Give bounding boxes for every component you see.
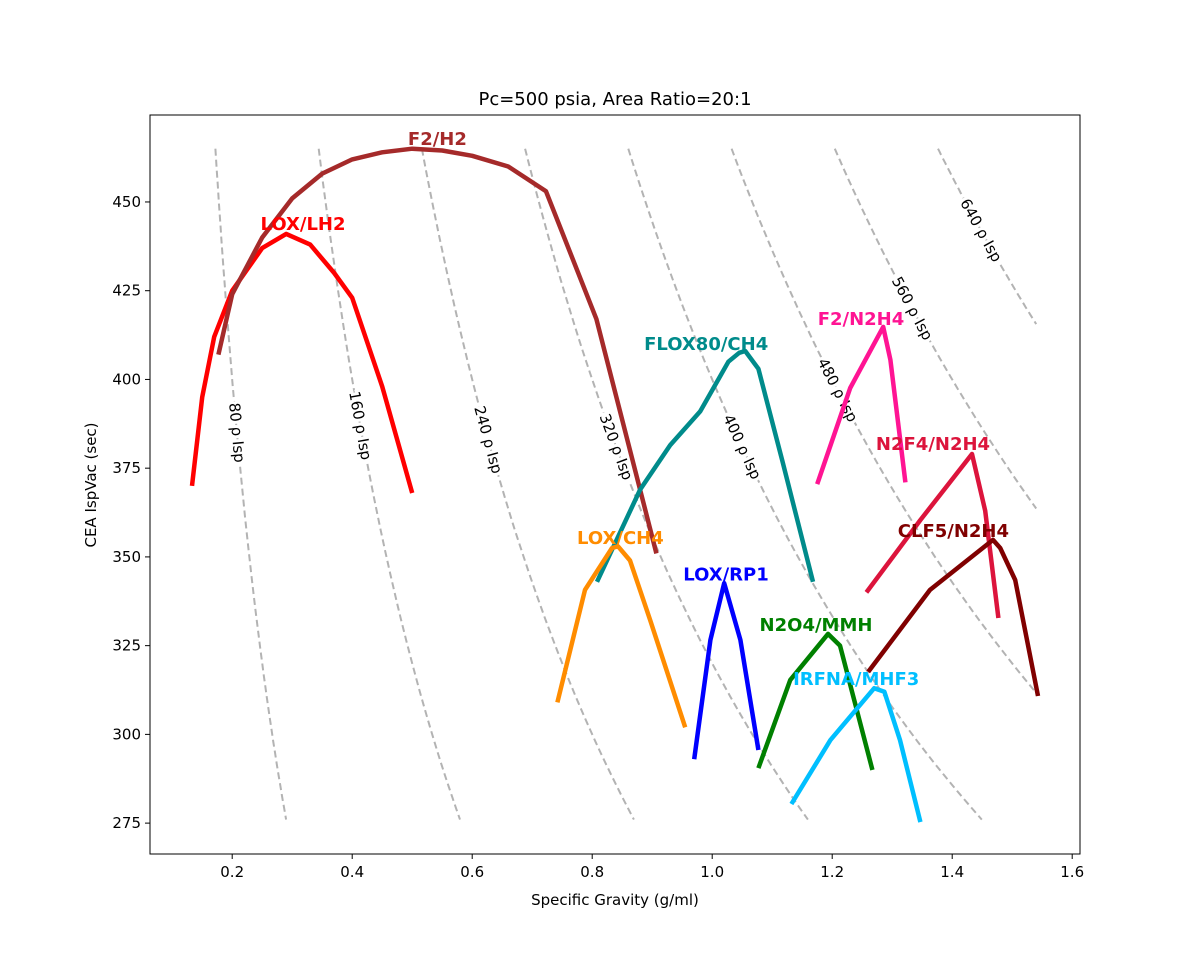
plot-frame (149, 114, 1081, 855)
x-tick-label: 1.4 (940, 863, 964, 881)
x-tick-label: 1.6 (1060, 863, 1084, 881)
iso-line-240 (420, 148, 635, 821)
iso-line-label: 400 ρ Isp (719, 412, 765, 483)
series-line-flox80-ch4 (594, 348, 816, 583)
series-line-lox-rp1 (691, 580, 761, 760)
series-line-clf5-n2h4 (866, 537, 1041, 697)
x-tick-label: 0.4 (340, 863, 364, 881)
iso-line-80 (214, 148, 288, 820)
series-label: LOX/CH4 (577, 528, 664, 549)
y-tick-label: 300 (112, 725, 141, 743)
y-axis: 275 300 325 350 375 400 425 450 (112, 193, 150, 832)
iso-line-400 (627, 148, 983, 821)
iso-line-560 (833, 148, 1038, 510)
series-line-n2o4-mmh (756, 631, 875, 771)
x-tick-label: 0.2 (220, 863, 244, 881)
series-line-n2f4-n2h4 (864, 451, 1001, 619)
series-lines (189, 146, 1041, 823)
series-line-lox-lh2 (189, 231, 415, 494)
y-tick-label: 325 (112, 637, 141, 655)
iso-line-label: 240 ρ Isp (470, 404, 506, 476)
iso-line-label: 160 ρ Isp (345, 390, 375, 462)
y-tick-label: 375 (112, 459, 141, 477)
chart-title: Pc=500 psia, Area Ratio=20:1 (478, 89, 751, 110)
x-tick-label: 0.8 (580, 863, 604, 881)
series-label: FLOX80/CH4 (644, 334, 768, 355)
x-axis-label: Specific Gravity (g/ml) (531, 891, 699, 909)
series-label: F2/N2H4 (818, 309, 905, 330)
series-line-f2-h2 (216, 146, 659, 554)
x-tick-label: 1.2 (820, 863, 844, 881)
iso-line-320 (524, 148, 809, 821)
series-line-irfna-mhf3 (789, 685, 923, 823)
iso-line-label: 80 ρ Isp (225, 402, 248, 463)
iso-line-label: 480 ρ Isp (814, 355, 862, 425)
series-labels: LOX/LH2 F2/H2 FLOX80/CH4 LOX/CH4 LOX/RP1 N2O4… (261, 129, 1010, 690)
series-label: N2F4/N2H4 (876, 434, 990, 455)
series-label: LOX/RP1 (683, 565, 769, 586)
series-label: LOX/LH2 (261, 214, 346, 235)
iso-line-480 (730, 148, 1037, 694)
y-tick-label: 350 (112, 548, 141, 566)
series-label: F2/H2 (408, 129, 467, 150)
y-tick-label: 400 (112, 370, 141, 388)
series-line-lox-ch4 (555, 544, 688, 728)
iso-line-640 (937, 148, 1038, 325)
iso-line-160 (317, 148, 461, 820)
y-tick-label: 275 (112, 814, 141, 832)
x-tick-label: 0.6 (460, 863, 484, 881)
series-line-f2-n2h4 (815, 324, 908, 485)
x-axis: 0.2 0.4 0.6 0.8 1.0 1.2 1.4 1.6 (220, 854, 1084, 881)
x-tick-label: 1.0 (700, 863, 724, 881)
iso-line-label: 640 ρ Isp (956, 196, 1005, 265)
series-label: CLF5/N2H4 (898, 521, 1009, 542)
iso-lines: 80 ρ Isp 160 ρ Isp 240 ρ Isp 320 ρ Isp 400 ρ… (214, 148, 1038, 821)
y-tick-label: 450 (112, 193, 141, 211)
y-tick-label: 425 (112, 282, 141, 300)
y-axis-label: CEA IspVac (sec) (82, 422, 100, 547)
series-label: IRFNA/MHF3 (793, 669, 919, 690)
series-label: N2O4/MMH (760, 615, 873, 636)
